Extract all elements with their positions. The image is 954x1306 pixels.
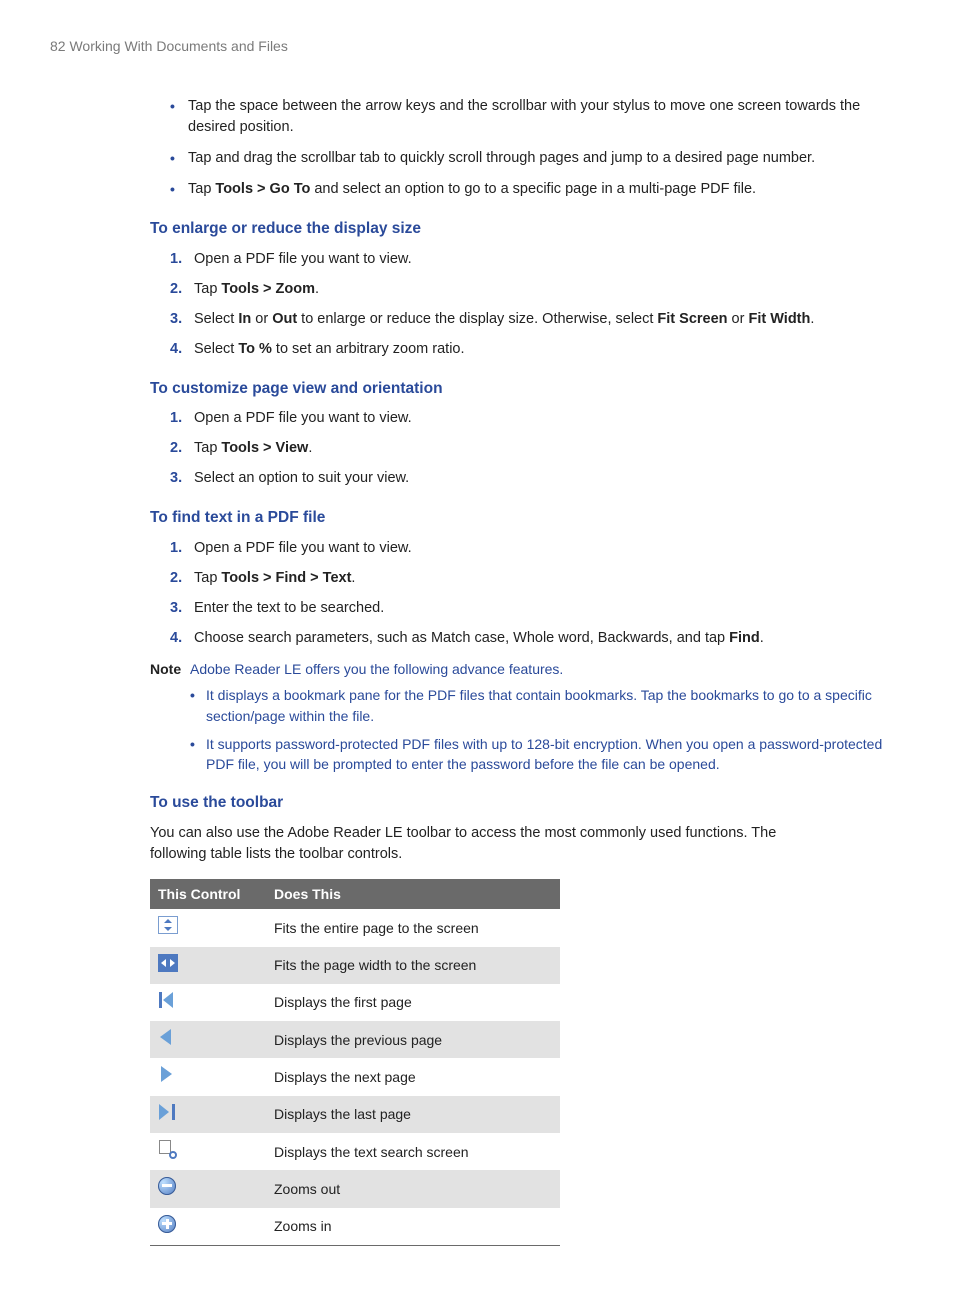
list-item: Select an option to suit your view. bbox=[170, 468, 904, 489]
icon-cell bbox=[150, 909, 266, 946]
text-search-icon bbox=[158, 1140, 176, 1158]
list-item: Select To % to set an arbitrary zoom rat… bbox=[170, 339, 904, 360]
table-cell: Displays the last page bbox=[266, 1096, 560, 1133]
table-row: Fits the page width to the screen bbox=[150, 947, 560, 984]
note-bullet-list: It displays a bookmark pane for the PDF … bbox=[190, 685, 904, 774]
last-page-icon bbox=[158, 1103, 176, 1121]
icon-cell bbox=[150, 1208, 266, 1246]
list-item: Open a PDF file you want to view. bbox=[170, 538, 904, 559]
note-intro: Adobe Reader LE offers you the following… bbox=[190, 659, 904, 679]
document-page: 82 Working With Documents and Files Tap … bbox=[0, 0, 954, 1306]
fit-width-icon bbox=[158, 954, 178, 972]
icon-cell bbox=[150, 1133, 266, 1170]
note-label: Note bbox=[150, 659, 190, 679]
table-cell: Displays the text search screen bbox=[266, 1133, 560, 1170]
section-heading-view: To customize page view and orientation bbox=[150, 378, 904, 400]
steps-find: Open a PDF file you want to view. Tap To… bbox=[170, 538, 904, 649]
list-item: Enter the text to be searched. bbox=[170, 598, 904, 619]
icon-cell bbox=[150, 1096, 266, 1133]
page-number: 82 bbox=[50, 38, 66, 54]
list-item: Tap Tools > Go To and select an option t… bbox=[170, 179, 904, 200]
table-header-does: Does This bbox=[266, 879, 560, 909]
toolbar-paragraph: You can also use the Adobe Reader LE too… bbox=[150, 823, 834, 865]
fit-page-icon bbox=[158, 916, 178, 934]
table-cell: Displays the first page bbox=[266, 984, 560, 1021]
steps-zoom: Open a PDF file you want to view. Tap To… bbox=[170, 249, 904, 360]
list-item: Open a PDF file you want to view. bbox=[170, 249, 904, 270]
zoom-in-icon bbox=[158, 1215, 176, 1233]
list-item: Tap the space between the arrow keys and… bbox=[170, 96, 904, 138]
table-header-row: This Control Does This bbox=[150, 879, 560, 909]
icon-cell bbox=[150, 947, 266, 984]
table-row: Zooms in bbox=[150, 1208, 560, 1246]
zoom-out-icon bbox=[158, 1177, 176, 1195]
previous-page-icon bbox=[158, 1028, 176, 1046]
table-row: Displays the first page bbox=[150, 984, 560, 1021]
list-item: Open a PDF file you want to view. bbox=[170, 408, 904, 429]
note-block: Note Adobe Reader LE offers you the foll… bbox=[150, 659, 904, 679]
table-row: Zooms out bbox=[150, 1170, 560, 1207]
table-header-control: This Control bbox=[150, 879, 266, 909]
steps-view: Open a PDF file you want to view. Tap To… bbox=[170, 408, 904, 489]
icon-cell bbox=[150, 1058, 266, 1095]
table-row: Displays the next page bbox=[150, 1058, 560, 1095]
table-cell: Zooms out bbox=[266, 1170, 560, 1207]
list-item: Tap and drag the scrollbar tab to quickl… bbox=[170, 148, 904, 169]
icon-cell bbox=[150, 1021, 266, 1058]
list-item: Tap Tools > View. bbox=[170, 438, 904, 459]
toolbar-table: This Control Does This Fits the entire p… bbox=[150, 879, 560, 1246]
section-heading-find: To find text in a PDF file bbox=[150, 507, 904, 529]
icon-cell bbox=[150, 984, 266, 1021]
table-cell: Fits the entire page to the screen bbox=[266, 909, 560, 946]
first-page-icon bbox=[158, 991, 176, 1009]
table-row: Displays the previous page bbox=[150, 1021, 560, 1058]
list-item: Choose search parameters, such as Match … bbox=[170, 628, 904, 649]
list-item: It supports password-protected PDF files… bbox=[190, 734, 904, 775]
table-row: Fits the entire page to the screen bbox=[150, 909, 560, 946]
table-cell: Fits the page width to the screen bbox=[266, 947, 560, 984]
table-row: Displays the text search screen bbox=[150, 1133, 560, 1170]
icon-cell bbox=[150, 1170, 266, 1207]
table-cell: Displays the next page bbox=[266, 1058, 560, 1095]
intro-bullet-list: Tap the space between the arrow keys and… bbox=[170, 96, 904, 200]
list-item: Select In or Out to enlarge or reduce th… bbox=[170, 309, 904, 330]
list-item: Tap Tools > Find > Text. bbox=[170, 568, 904, 589]
list-item: Tap Tools > Zoom. bbox=[170, 279, 904, 300]
chapter-title: Working With Documents and Files bbox=[69, 38, 287, 54]
table-row: Displays the last page bbox=[150, 1096, 560, 1133]
table-cell: Zooms in bbox=[266, 1208, 560, 1246]
section-heading-zoom: To enlarge or reduce the display size bbox=[150, 218, 904, 240]
page-header: 82 Working With Documents and Files bbox=[50, 36, 904, 56]
list-item: It displays a bookmark pane for the PDF … bbox=[190, 685, 904, 726]
table-cell: Displays the previous page bbox=[266, 1021, 560, 1058]
next-page-icon bbox=[158, 1065, 176, 1083]
section-heading-toolbar: To use the toolbar bbox=[150, 792, 904, 814]
